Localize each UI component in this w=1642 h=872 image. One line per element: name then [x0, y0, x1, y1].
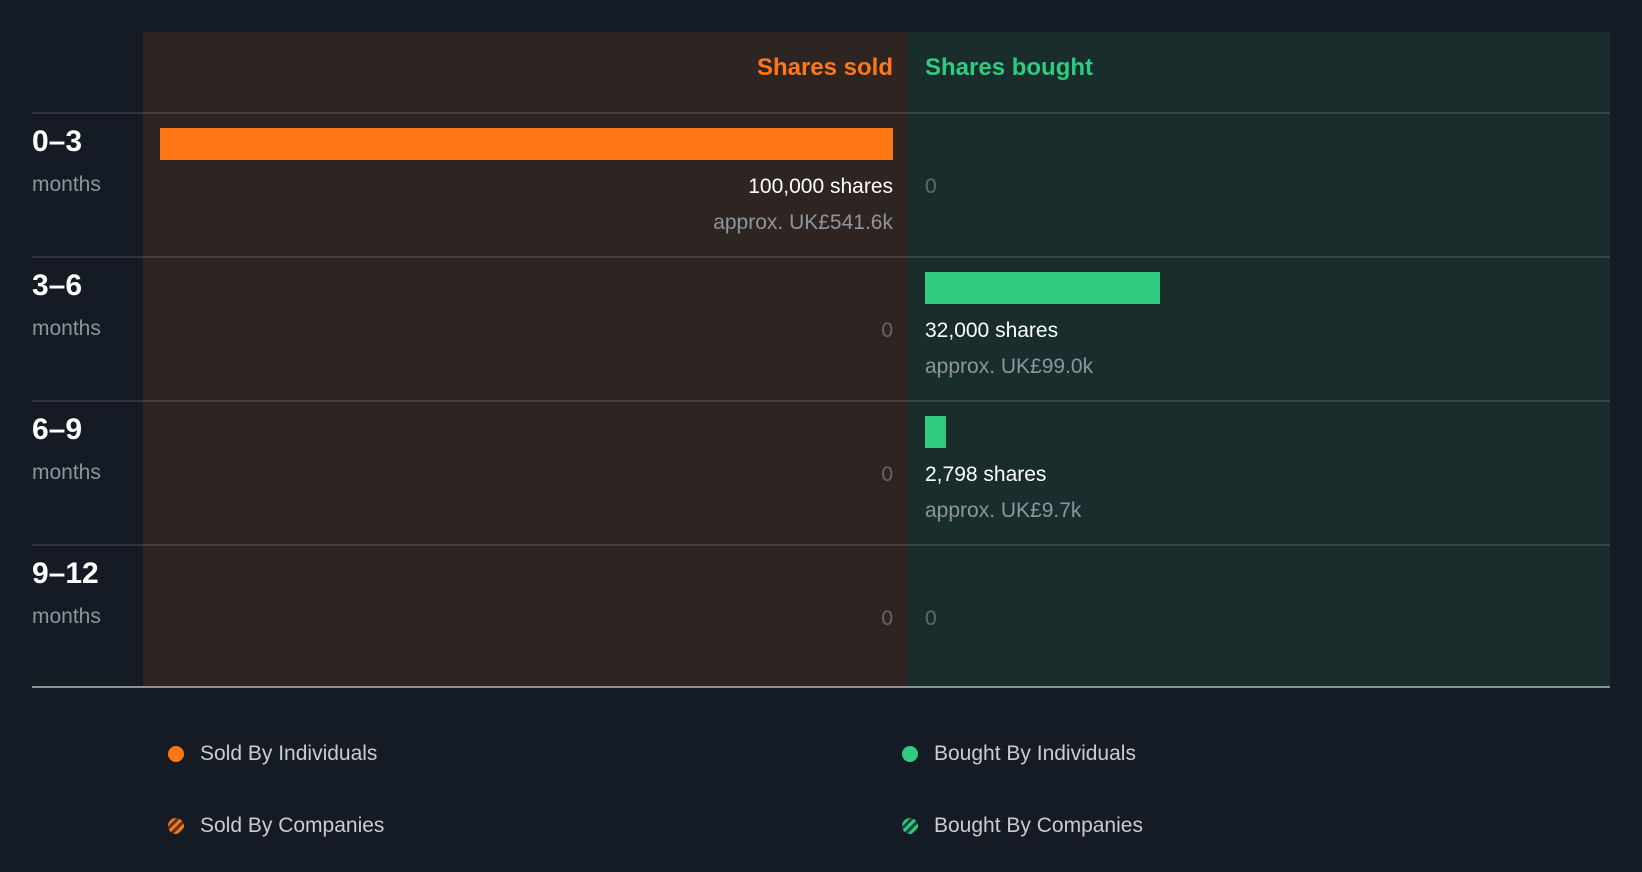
sold-zero-value: 0 [881, 607, 893, 630]
period-label: 6–9 [32, 413, 83, 446]
period-label: 0–3 [32, 125, 83, 158]
bought-approx-value: approx. UK£9.7k [925, 499, 1082, 522]
period-row-6-9: 6–9 months 0 2,798 shares approx. UK£9.7… [0, 401, 1642, 545]
orange-dot-icon [168, 746, 184, 762]
period-unit: months [32, 173, 101, 196]
green-dot-icon [902, 746, 918, 762]
sold-bar[interactable] [160, 128, 893, 160]
period-label: 9–12 [32, 557, 99, 590]
green-striped-dot-icon [902, 818, 918, 834]
bought-bar[interactable] [925, 272, 1160, 304]
legend-sold-companies[interactable]: Sold By Companies [168, 814, 384, 838]
bought-zero-value: 0 [925, 175, 937, 198]
period-label: 3–6 [32, 269, 83, 302]
orange-striped-dot-icon [168, 818, 184, 834]
row-divider [32, 544, 1610, 546]
sold-zero-value: 0 [881, 319, 893, 342]
legend-label: Sold By Individuals [200, 742, 378, 765]
legend-label: Bought By Companies [934, 814, 1143, 837]
period-unit: months [32, 461, 101, 484]
period-row-0-3: 0–3 months 100,000 shares approx. UK£541… [0, 113, 1642, 257]
legend-sold-individuals[interactable]: Sold By Individuals [168, 742, 377, 766]
shares-bought-panel [908, 32, 1610, 687]
period-unit: months [32, 605, 101, 628]
row-divider [32, 256, 1610, 258]
sold-approx-value: approx. UK£541.6k [713, 211, 893, 234]
legend-bought-companies[interactable]: Bought By Companies [902, 814, 1143, 838]
bought-shares-value: 32,000 shares [925, 319, 1059, 342]
row-divider [32, 400, 1610, 402]
legend-label: Sold By Companies [200, 814, 385, 837]
row-divider [32, 112, 1610, 114]
sold-zero-value: 0 [881, 463, 893, 486]
bought-zero-value: 0 [925, 607, 937, 630]
period-unit: months [32, 317, 101, 340]
legend-label: Bought By Individuals [934, 742, 1136, 765]
legend-bought-individuals[interactable]: Bought By Individuals [902, 742, 1136, 766]
shares-bought-header: Shares bought [925, 54, 1094, 81]
bought-shares-value: 2,798 shares [925, 463, 1047, 486]
bought-bar[interactable] [925, 416, 946, 448]
period-row-3-6: 3–6 months 0 32,000 shares approx. UK£99… [0, 257, 1642, 401]
bought-approx-value: approx. UK£99.0k [925, 355, 1094, 378]
period-row-9-12: 9–12 months 0 0 [0, 545, 1642, 689]
sold-shares-value: 100,000 shares [748, 175, 893, 198]
shares-sold-header: Shares sold [756, 54, 893, 81]
chart-baseline [32, 686, 1610, 688]
